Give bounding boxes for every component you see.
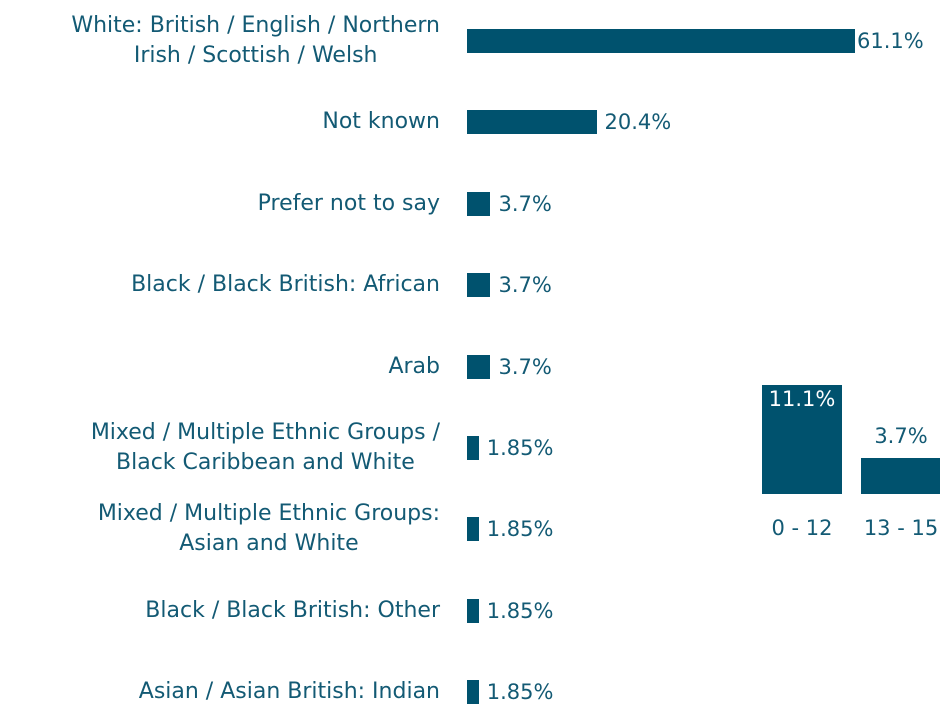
value-label: 11.1%: [768, 387, 836, 412]
bar: [467, 191, 491, 216]
category-label: Asian / Asian British: Indian: [138, 679, 440, 705]
value-label: 3.7%: [498, 191, 552, 216]
value-label: 3.7%: [498, 273, 552, 298]
value-label: 1.85%: [486, 517, 554, 542]
category-label: Black / Black British: Other: [145, 597, 440, 623]
bar: [861, 457, 940, 494]
bar: [467, 273, 491, 298]
bar: [467, 354, 491, 379]
bar: [467, 598, 479, 623]
category-label: Arab: [388, 353, 440, 379]
category-label: Mixed / Multiple Ethnic Groups: Asian an…: [97, 501, 440, 557]
value-label: 20.4%: [604, 110, 672, 135]
bar: [467, 110, 597, 135]
value-label: 61.1%: [856, 29, 924, 53]
value-label: 1.85%: [486, 598, 554, 623]
bar: [467, 517, 479, 542]
value-label: 3.7%: [498, 354, 552, 379]
category-label: White: British / English / Northern Iris…: [71, 13, 440, 68]
category-label: Prefer not to say: [257, 190, 440, 216]
category-label: 0 - 12: [771, 516, 833, 540]
bar: [762, 385, 842, 494]
value-label: 1.85%: [486, 680, 554, 705]
category-label: 13 - 15: [863, 516, 939, 540]
bar: [467, 29, 855, 53]
bar: [467, 436, 479, 460]
value-label: 1.85%: [486, 436, 554, 460]
value-label: 3.7%: [874, 423, 928, 448]
category-label: Mixed / Multiple Ethnic Groups / Black C…: [90, 420, 440, 475]
category-label: Not known: [322, 109, 440, 135]
bar: [467, 680, 479, 705]
category-label: Black / Black British: African: [131, 272, 440, 298]
